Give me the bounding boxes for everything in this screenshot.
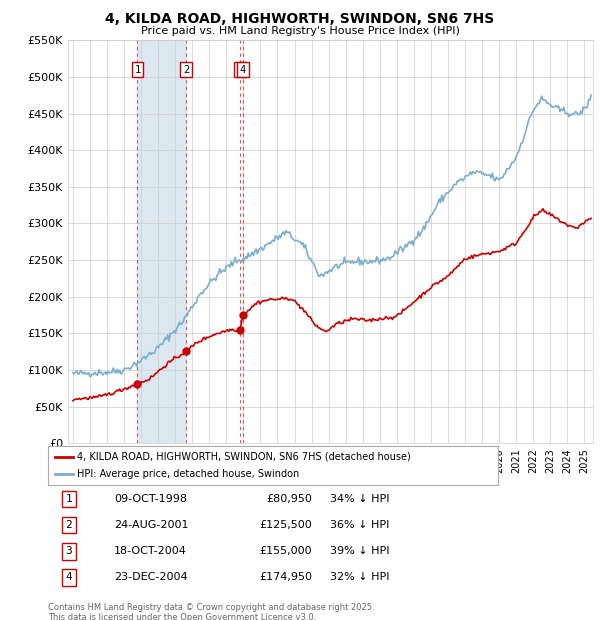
Text: This data is licensed under the Open Government Licence v3.0.: This data is licensed under the Open Gov… [48, 613, 316, 620]
Text: £80,950: £80,950 [266, 494, 312, 504]
Text: 36% ↓ HPI: 36% ↓ HPI [330, 520, 389, 530]
Text: 3: 3 [237, 64, 243, 74]
Text: 39% ↓ HPI: 39% ↓ HPI [330, 546, 389, 556]
Text: Price paid vs. HM Land Registry's House Price Index (HPI): Price paid vs. HM Land Registry's House … [140, 26, 460, 36]
Text: £125,500: £125,500 [259, 520, 312, 530]
Text: 1: 1 [134, 64, 140, 74]
Text: 3: 3 [65, 546, 73, 556]
Text: 23-DEC-2004: 23-DEC-2004 [114, 572, 188, 582]
Text: 09-OCT-1998: 09-OCT-1998 [114, 494, 187, 504]
Text: HPI: Average price, detached house, Swindon: HPI: Average price, detached house, Swin… [77, 469, 299, 479]
Text: 18-OCT-2004: 18-OCT-2004 [114, 546, 187, 556]
Text: 2: 2 [183, 64, 189, 74]
Text: £174,950: £174,950 [259, 572, 312, 582]
Text: 1: 1 [65, 494, 73, 504]
Text: 4: 4 [65, 572, 73, 582]
Text: £155,000: £155,000 [259, 546, 312, 556]
Text: 24-AUG-2001: 24-AUG-2001 [114, 520, 188, 530]
Text: 34% ↓ HPI: 34% ↓ HPI [330, 494, 389, 504]
Text: 2: 2 [65, 520, 73, 530]
Text: 4, KILDA ROAD, HIGHWORTH, SWINDON, SN6 7HS: 4, KILDA ROAD, HIGHWORTH, SWINDON, SN6 7… [106, 12, 494, 27]
Text: 32% ↓ HPI: 32% ↓ HPI [330, 572, 389, 582]
Text: 4: 4 [240, 64, 246, 74]
Text: 4, KILDA ROAD, HIGHWORTH, SWINDON, SN6 7HS (detached house): 4, KILDA ROAD, HIGHWORTH, SWINDON, SN6 7… [77, 452, 411, 462]
Bar [137, 40, 186, 443]
Text: Contains HM Land Registry data © Crown copyright and database right 2025.: Contains HM Land Registry data © Crown c… [48, 603, 374, 612]
